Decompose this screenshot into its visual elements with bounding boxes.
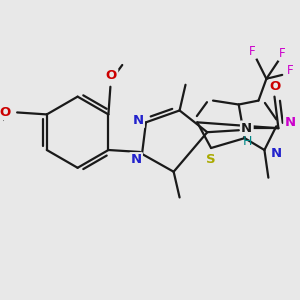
Text: N: N	[271, 148, 282, 160]
Text: N: N	[285, 116, 296, 129]
Text: S: S	[206, 153, 216, 167]
Text: O: O	[0, 106, 11, 119]
Text: N: N	[133, 114, 144, 127]
Text: N: N	[130, 153, 142, 167]
Text: H: H	[243, 135, 253, 148]
Text: O: O	[270, 80, 281, 93]
Text: F: F	[279, 46, 286, 60]
Text: O: O	[106, 69, 117, 82]
Text: F: F	[287, 64, 293, 77]
Text: N: N	[241, 122, 252, 135]
Text: F: F	[249, 45, 256, 58]
